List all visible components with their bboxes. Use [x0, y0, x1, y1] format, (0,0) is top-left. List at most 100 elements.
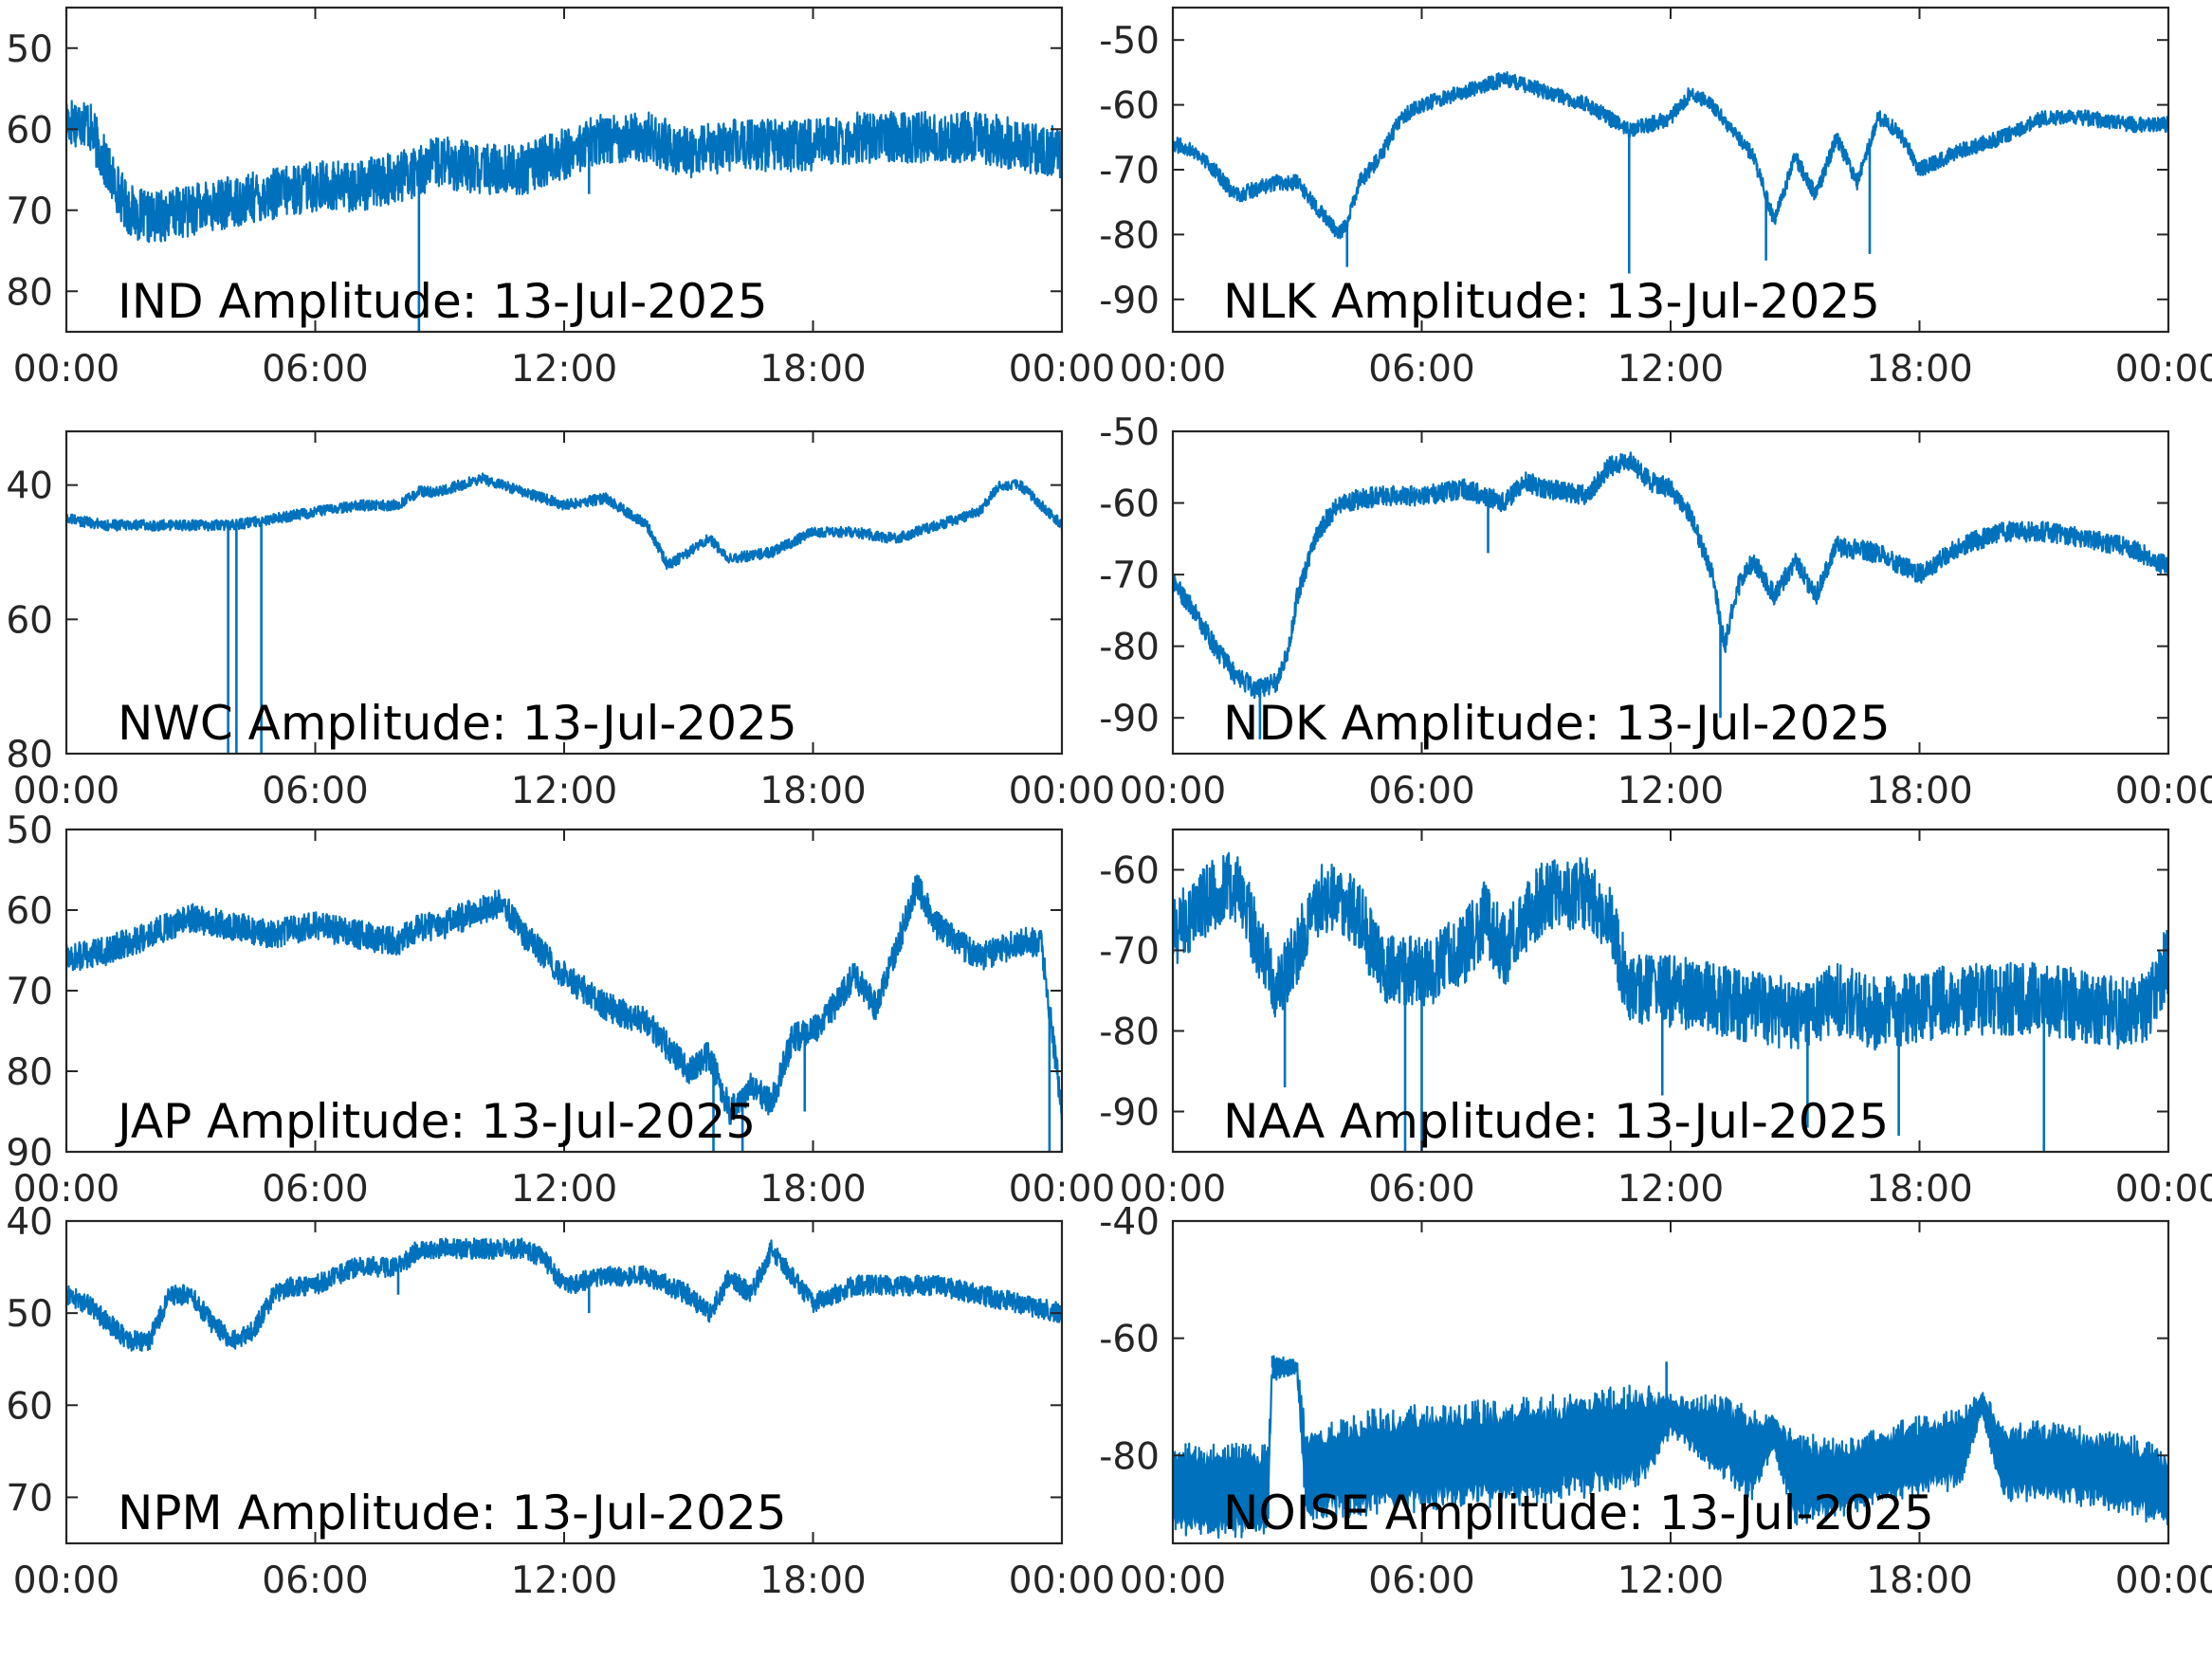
- x-tick-label-noise-0: 00:00: [1120, 1559, 1226, 1602]
- x-tick-label-npm-1: 06:00: [262, 1559, 368, 1602]
- y-tick-label-ndk-3: -80: [1099, 627, 1160, 669]
- x-tick-label-ndk-4: 00:00: [2115, 770, 2212, 812]
- y-tick-label-npm-0: 40: [6, 1201, 53, 1244]
- x-tick-label-nlk-1: 06:00: [1368, 348, 1474, 391]
- series-line-jap: [66, 874, 1062, 1125]
- x-tick-label-npm-2: 12:00: [511, 1559, 617, 1602]
- y-tick-label-nlk-3: -80: [1099, 214, 1160, 257]
- x-tick-label-naa-3: 18:00: [1866, 1168, 1972, 1211]
- panel-label-ind: IND Amplitude: 13-Jul-2025: [118, 274, 768, 329]
- y-tick-label-jap-4: 90: [6, 1132, 53, 1175]
- x-tick-label-nwc-3: 18:00: [759, 770, 866, 812]
- y-tick-label-ndk-0: -50: [1099, 411, 1160, 454]
- plot-area-noise: [1173, 1355, 2168, 1540]
- x-tick-label-ind-4: 00:00: [1009, 348, 1115, 391]
- y-tick-label-npm-1: 50: [6, 1293, 53, 1336]
- plot-area-npm: [66, 1237, 1062, 1352]
- y-tick-label-npm-2: 60: [6, 1385, 53, 1428]
- panel-label-npm: NPM Amplitude: 13-Jul-2025: [118, 1486, 787, 1540]
- x-tick-label-npm-4: 00:00: [1009, 1559, 1115, 1602]
- y-tick-label-npm-3: 70: [6, 1477, 53, 1520]
- y-tick-label-ind-3: 80: [6, 271, 53, 314]
- panel-label-nlk: NLK Amplitude: 13-Jul-2025: [1223, 274, 1880, 329]
- y-tick-label-nlk-0: -50: [1099, 20, 1160, 63]
- series-line-npm: [66, 1237, 1062, 1352]
- x-tick-label-ind-1: 06:00: [262, 348, 368, 391]
- x-tick-label-npm-3: 18:00: [759, 1559, 866, 1602]
- x-tick-label-nlk-0: 00:00: [1120, 348, 1226, 391]
- y-tick-label-nwc-0: 40: [6, 465, 53, 508]
- y-tick-label-noise-0: -40: [1099, 1201, 1160, 1244]
- plot-area-ind: [66, 100, 1062, 332]
- plot-area-naa: [1173, 851, 2168, 1152]
- y-tick-label-jap-3: 80: [6, 1051, 53, 1094]
- series-line-noise: [1173, 1355, 2168, 1540]
- panel-npm: 00:00 06:00 12:00 18:00 00:00 40 50 60 70: [6, 1201, 1115, 1602]
- y-tick-label-noise-2: -80: [1099, 1435, 1160, 1478]
- x-tick-label-ind-0: 00:00: [13, 348, 119, 391]
- x-tick-label-nwc-0: 00:00: [13, 770, 119, 812]
- panel-label-noise: NOISE Amplitude: 13-Jul-2025: [1223, 1486, 1934, 1540]
- y-tick-label-naa-3: -90: [1099, 1092, 1160, 1135]
- y-tick-label-nlk-2: -70: [1099, 150, 1160, 192]
- plot-area-nwc: [66, 472, 1062, 754]
- panel-label-jap: JAP Amplitude: 13-Jul-2025: [115, 1094, 756, 1149]
- plot-area-ndk: [1173, 451, 2168, 739]
- y-tick-label-jap-0: 50: [6, 810, 53, 852]
- x-tick-label-nwc-1: 06:00: [262, 770, 368, 812]
- series-line-naa: [1173, 851, 2168, 1051]
- y-tick-label-nlk-1: -60: [1099, 85, 1160, 128]
- panel-label-ndk: NDK Amplitude: 13-Jul-2025: [1223, 696, 1891, 751]
- x-tick-label-naa-1: 06:00: [1368, 1168, 1474, 1211]
- x-tick-label-noise-3: 18:00: [1866, 1559, 1972, 1602]
- x-tick-label-noise-2: 12:00: [1618, 1559, 1724, 1602]
- x-tick-label-ind-2: 12:00: [511, 348, 617, 391]
- y-tick-label-ind-1: 60: [6, 109, 53, 152]
- panel-naa: 00:00 06:00 12:00 18:00 00:00 -60 -70 -80 -90: [1099, 828, 2212, 1211]
- panel-labels: IND Amplitude: 13-Jul-2025 NLK Amplitude…: [115, 274, 1934, 1540]
- panel-nwc: 00:00 06:00 12:00 18:00 00:00 40 60 80: [6, 429, 1115, 812]
- y-tick-label-ndk-4: -90: [1099, 698, 1160, 740]
- x-tick-label-npm-0: 00:00: [13, 1559, 119, 1602]
- x-tick-label-nwc-4: 00:00: [1009, 770, 1115, 812]
- y-tick-label-naa-2: -80: [1099, 1012, 1160, 1054]
- y-tick-label-jap-2: 70: [6, 971, 53, 1013]
- y-tick-label-noise-1: -60: [1099, 1319, 1160, 1361]
- x-tick-label-ndk-0: 00:00: [1120, 770, 1226, 812]
- y-tick-label-ind-2: 70: [6, 191, 53, 233]
- series-line-ind: [66, 100, 1062, 244]
- panel-ind: 00:00 06:00 12:00 18:00 00:00 50 60 70 80: [6, 6, 1115, 391]
- y-tick-label-naa-1: -70: [1099, 931, 1160, 974]
- panel-label-nwc: NWC Amplitude: 13-Jul-2025: [118, 696, 797, 751]
- y-tick-label-ndk-2: -70: [1099, 555, 1160, 597]
- plot-area-nlk: [1173, 71, 2168, 274]
- panel-nlk: 00:00 06:00 12:00 18:00 00:00 -50 -60 -70 -80 -90: [1099, 6, 2212, 391]
- x-tick-label-ndk-1: 06:00: [1368, 770, 1474, 812]
- x-tick-label-ndk-3: 18:00: [1866, 770, 1972, 812]
- y-tick-label-naa-0: -60: [1099, 850, 1160, 893]
- series-line-nwc: [66, 472, 1062, 571]
- x-tick-label-nlk-3: 18:00: [1866, 348, 1972, 391]
- x-tick-label-naa-2: 12:00: [1618, 1168, 1724, 1211]
- panel-noise: 00:00 06:00 12:00 18:00 00:00 -40 -60 -80: [1099, 1201, 2212, 1602]
- x-tick-label-jap-1: 06:00: [262, 1168, 368, 1211]
- panel-label-naa: NAA Amplitude: 13-Jul-2025: [1223, 1094, 1889, 1149]
- x-tick-label-nlk-4: 00:00: [2115, 348, 2212, 391]
- x-tick-label-naa-4: 00:00: [2115, 1168, 2212, 1211]
- x-tick-label-nwc-2: 12:00: [511, 770, 617, 812]
- x-tick-label-naa-0: 00:00: [1120, 1168, 1226, 1211]
- x-tick-label-nlk-2: 12:00: [1618, 348, 1724, 391]
- x-tick-label-jap-4: 00:00: [1009, 1168, 1115, 1211]
- x-tick-label-ndk-2: 12:00: [1618, 770, 1724, 812]
- x-tick-label-jap-3: 18:00: [759, 1168, 866, 1211]
- y-tick-label-ind-0: 50: [6, 28, 53, 71]
- x-tick-label-noise-1: 06:00: [1368, 1559, 1474, 1602]
- x-tick-label-jap-2: 12:00: [511, 1168, 617, 1211]
- x-tick-label-noise-4: 00:00: [2115, 1559, 2212, 1602]
- panel-ndk: 00:00 06:00 12:00 18:00 00:00 -50 -60 -70 -80 -90: [1099, 411, 2212, 812]
- y-tick-label-nwc-2: 80: [6, 734, 53, 776]
- series-line-ndk: [1173, 451, 2168, 700]
- plot-area-jap: [66, 874, 1062, 1152]
